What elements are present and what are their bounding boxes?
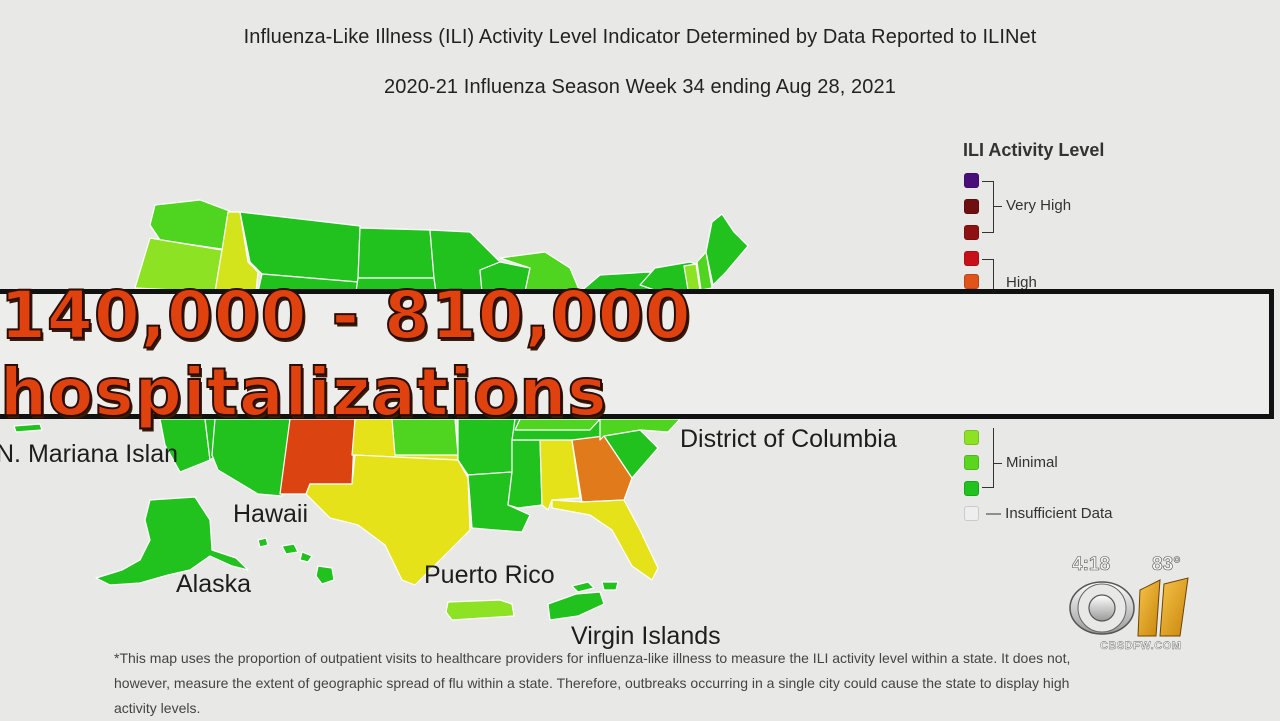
- state-georgia: [571, 435, 633, 503]
- legend-label-minimal: Minimal: [1006, 454, 1058, 471]
- legend-swatch-high-1: [964, 251, 979, 266]
- hospitalizations-banner: 140,000 - 810,000 hospitalizations: [0, 276, 1274, 432]
- legend-swatch-very-high-3: [964, 225, 979, 240]
- state-hawaii-2: [281, 543, 299, 555]
- bug-temperature: 83°: [1152, 554, 1181, 576]
- station-bug: 4:18 83° CBSDFW.COM: [1060, 550, 1260, 660]
- cbs-eye-logo-icon: [1069, 577, 1189, 637]
- legend-swatch-insufficient: [964, 506, 979, 521]
- label-puerto-rico: Puerto Rico: [424, 561, 555, 589]
- legend-bracket-tick: [994, 463, 1002, 464]
- territory-virgin-islands-1: [547, 591, 605, 621]
- banner-text: 140,000 - 810,000 hospitalizations: [0, 276, 692, 432]
- state-north-carolina: [599, 418, 681, 441]
- label-alaska: Alaska: [176, 570, 252, 598]
- label-dc: District of Columbia: [680, 425, 897, 453]
- label-hawaii: Hawaii: [233, 500, 309, 528]
- label-virgin-islands: Virgin Islands: [571, 622, 721, 650]
- state-hawaii-4: [315, 565, 335, 585]
- legend-label-high: High: [1006, 274, 1037, 291]
- label-mariana: N. Mariana Islan: [0, 440, 179, 468]
- map-subtitle: 2020-21 Influenza Season Week 34 ending …: [384, 76, 896, 98]
- state-maine: [705, 213, 749, 286]
- legend-label-very-high: Very High: [1006, 197, 1072, 214]
- state-kentucky: [514, 418, 601, 431]
- state-new-hampshire: [696, 251, 713, 291]
- legend-label-insufficient: — Insufficient Data: [986, 505, 1113, 522]
- legend-title: ILI Activity Level: [963, 140, 1105, 160]
- state-hawaii-1: [257, 537, 269, 548]
- legend-swatch-minimal-1: [964, 430, 979, 445]
- legend-swatch-very-high-1: [964, 173, 979, 188]
- state-mississippi: [507, 439, 543, 509]
- legend-swatch-very-high-2: [964, 199, 979, 214]
- legend-bracket-very-high: [982, 181, 994, 233]
- bug-time: 4:18: [1072, 554, 1111, 576]
- territory-virgin-islands-3: [601, 581, 619, 591]
- map-footnote: *This map uses the proportion of outpati…: [114, 650, 1071, 716]
- state-alaska: [95, 496, 249, 586]
- state-florida: [551, 499, 659, 581]
- legend-bracket-high: [982, 259, 994, 299]
- legend-swatch-minimal-2: [964, 455, 979, 470]
- state-california: [159, 418, 211, 473]
- territory-virgin-islands-2: [571, 581, 595, 593]
- legend-swatch-minimal-3: [964, 481, 979, 496]
- map-title: Influenza-Like Illness (ILI) Activity Le…: [243, 26, 1037, 48]
- legend-swatch-high-2: [964, 274, 979, 289]
- legend: ILI Activity Level Very High High Minima…: [962, 138, 1182, 538]
- bug-website: CBSDFW.COM: [1100, 640, 1182, 652]
- state-north-dakota: [357, 227, 435, 279]
- legend-bracket-minimal: [982, 428, 994, 488]
- state-hawaii-3: [299, 551, 313, 563]
- territory-puerto-rico: [445, 599, 515, 621]
- territory-mariana-1: [13, 423, 43, 433]
- legend-bracket-tick: [994, 206, 1002, 207]
